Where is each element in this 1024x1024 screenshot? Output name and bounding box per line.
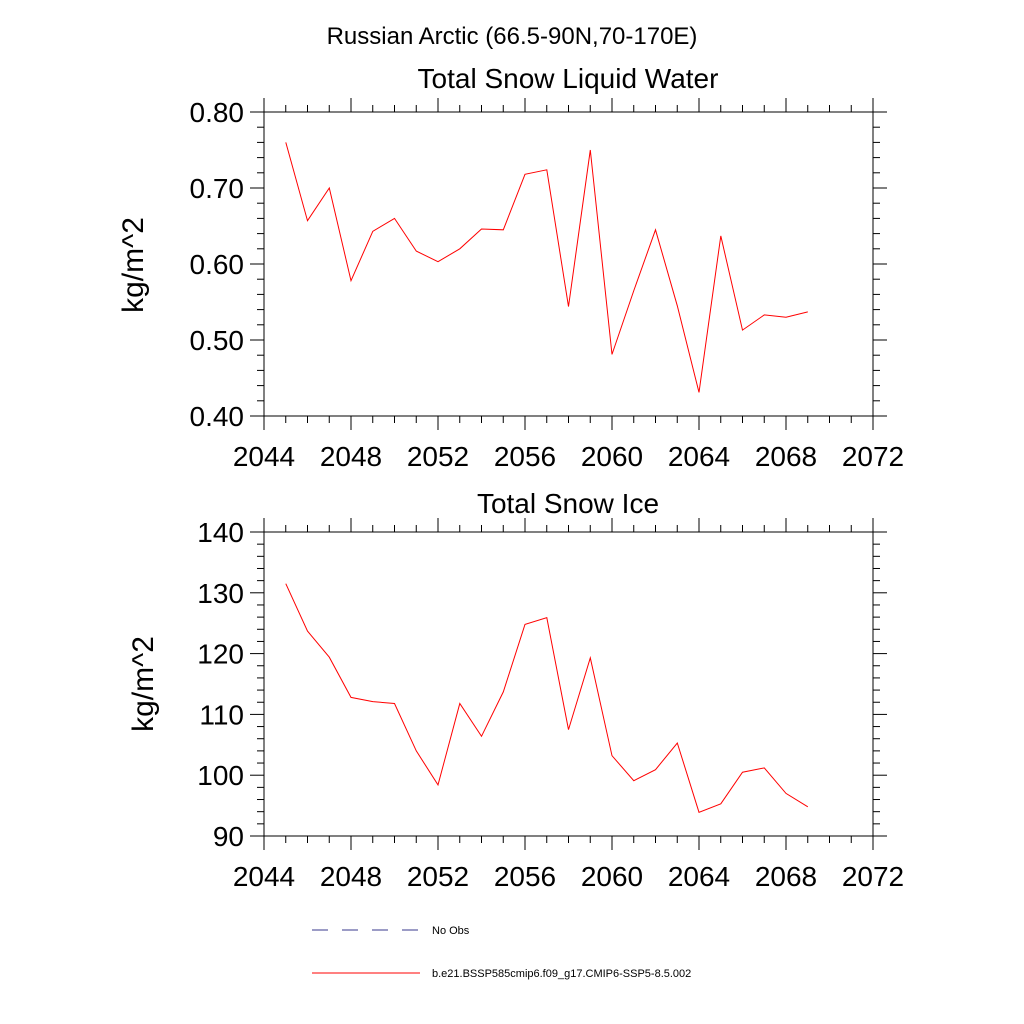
x-tick-label: 2048 xyxy=(320,441,382,472)
tick-labels: 2044 2048 2052 2056 2060 2064 2068 2072 90 100 110… xyxy=(197,517,904,892)
y-tick-label: 0.50 xyxy=(190,325,245,356)
series-group xyxy=(285,583,809,813)
legend-label: b.e21.BSSP585cmip6.f09_g17.CMIP6-SSP5-8.… xyxy=(432,968,691,980)
series-line xyxy=(285,583,809,813)
x-tick-label: 2068 xyxy=(755,861,817,892)
y-axis-label: kg/m^2 xyxy=(117,217,150,313)
legend: No Obs b.e21.BSSP585cmip6.f09_g17.CMIP6-… xyxy=(312,925,691,980)
chart-title: Total Snow Ice xyxy=(477,488,659,519)
x-tick-label: 2044 xyxy=(233,861,295,892)
x-tick-label: 2060 xyxy=(581,861,643,892)
x-tick-label: 2044 xyxy=(233,441,295,472)
x-tick-label: 2060 xyxy=(581,441,643,472)
x-tick-label: 2052 xyxy=(407,861,469,892)
series-group xyxy=(285,142,808,393)
x-tick-label: 2056 xyxy=(494,441,556,472)
chart-panel-snow-ice: Total Snow Ice kg/m^2 2044 2048 2052 2056 20… xyxy=(127,488,904,892)
chart-title: Total Snow Liquid Water xyxy=(418,63,719,94)
series-line xyxy=(285,142,808,393)
x-tick-label: 2056 xyxy=(494,861,556,892)
plot-frame xyxy=(263,111,874,417)
x-tick-label: 2048 xyxy=(320,861,382,892)
x-tick-label: 2064 xyxy=(668,441,730,472)
chart-panel-snow-liquid-water: Total Snow Liquid Water kg/m^2 2044 2048 2… xyxy=(117,63,904,472)
y-tick-label: 140 xyxy=(197,517,244,548)
x-tick-label: 2052 xyxy=(407,441,469,472)
y-tick-label: 0.70 xyxy=(190,173,245,204)
legend-entry-model-run: b.e21.BSSP585cmip6.f09_g17.CMIP6-SSP5-8.… xyxy=(312,968,691,980)
y-axis-label: kg/m^2 xyxy=(127,636,160,732)
legend-entry-no-obs: No Obs xyxy=(312,925,470,937)
y-tick-label: 110 xyxy=(199,699,244,730)
x-tick-label: 2072 xyxy=(842,861,904,892)
y-tick-label: 0.80 xyxy=(190,97,245,128)
tick-labels: 2044 2048 2052 2056 2060 2064 2068 2072 0.40 0.50… xyxy=(190,97,905,472)
y-tick-label: 100 xyxy=(197,760,244,791)
y-tick-label: 0.60 xyxy=(190,249,245,280)
legend-label: No Obs xyxy=(432,925,470,937)
plot-frame xyxy=(263,531,874,837)
y-tick-label: 120 xyxy=(197,639,244,670)
x-tick-label: 2064 xyxy=(668,861,730,892)
axis-ticks xyxy=(250,518,887,850)
axis-ticks xyxy=(250,98,887,430)
x-tick-label: 2072 xyxy=(842,441,904,472)
x-tick-label: 2068 xyxy=(755,441,817,472)
y-tick-label: 90 xyxy=(213,821,244,852)
figure-title: Russian Arctic (66.5-90N,70-170E) xyxy=(327,23,698,50)
y-tick-label: 130 xyxy=(197,578,244,609)
y-tick-label: 0.40 xyxy=(190,401,245,432)
